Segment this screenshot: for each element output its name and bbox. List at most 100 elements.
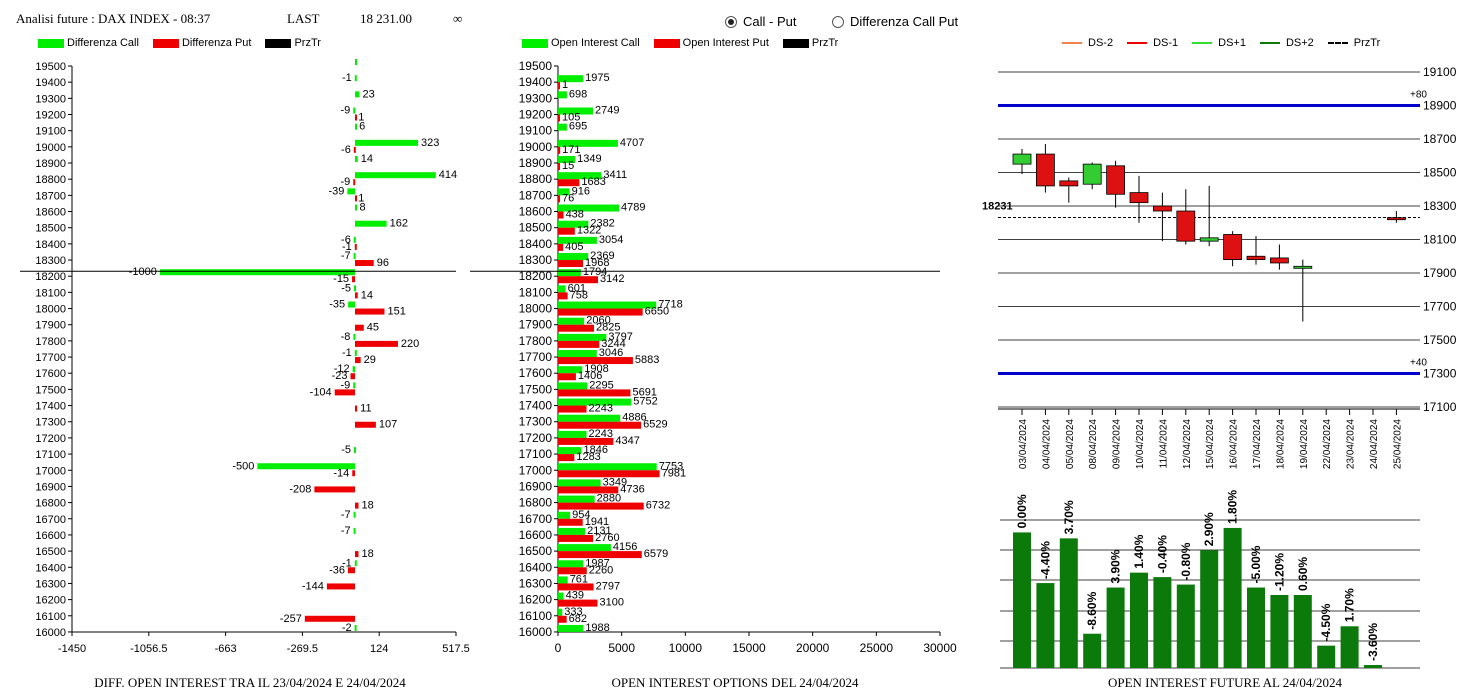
- oi-future-bar: [1270, 594, 1289, 668]
- bar-value-label: 151: [387, 306, 405, 318]
- oi-future-bar: [1293, 594, 1312, 668]
- bar-value-label: 2797: [596, 580, 620, 592]
- bar-value-label: 698: [569, 88, 587, 100]
- y-tick-label: 18900: [1423, 99, 1457, 113]
- call-oi-bar: [558, 382, 588, 390]
- put-oi-bar: [558, 243, 564, 251]
- bar-value-label: 758: [570, 289, 588, 301]
- radio-call-put[interactable]: Call - Put: [725, 14, 796, 29]
- bar-value-label: 1968: [585, 257, 609, 269]
- y-tick-label: 17100: [519, 447, 553, 461]
- x-tick-label: -663: [215, 643, 237, 655]
- put-oi-bar: [558, 389, 631, 397]
- app-title: Analisi future : DAX INDEX - 08:37: [16, 11, 211, 26]
- put-oi-bar: [558, 421, 642, 429]
- bar-value-label: 1988: [585, 622, 609, 634]
- y-tick-label: 16100: [519, 609, 553, 623]
- legend-item: Differenza Put: [152, 37, 251, 49]
- bar-value-label: 1794: [583, 266, 607, 278]
- y-tick-label: 18800: [35, 174, 66, 186]
- put-diff-bar: [334, 389, 355, 396]
- y-tick-label: 18500: [35, 223, 66, 235]
- put-oi-bar: [558, 534, 594, 542]
- bar-value-label: 438: [566, 209, 584, 221]
- y-tick-label: 17300: [35, 417, 66, 429]
- legend-item: DS+1: [1192, 37, 1246, 49]
- bar-value-label: 6650: [645, 306, 669, 318]
- y-tick-label: 18800: [519, 172, 553, 186]
- y-tick-label: 16400: [519, 560, 553, 574]
- put-diff-bar: [347, 567, 355, 574]
- bar-value-label: -6: [341, 234, 351, 246]
- call-diff-bar: [352, 366, 355, 373]
- put-diff-bar: [304, 615, 355, 622]
- oi-future-bar: [1317, 645, 1336, 668]
- bar-value-label: 171: [562, 144, 580, 156]
- call-diff-bar: [159, 269, 355, 276]
- put-oi-bar: [558, 470, 660, 478]
- call-diff-bar: [348, 301, 355, 308]
- y-tick-label: 16700: [35, 514, 66, 526]
- y-tick-label: 17300: [519, 415, 553, 429]
- put-oi-bar: [558, 551, 642, 559]
- x-tick-label: -269.5: [287, 643, 318, 655]
- put-diff-bar: [354, 308, 385, 315]
- call-oi-bar: [558, 236, 597, 244]
- bar-value-label: 3.70%: [1062, 500, 1076, 534]
- bar-value-label: 4347: [615, 435, 639, 447]
- y-tick-label: 19100: [35, 126, 66, 138]
- bar-value-label: 11: [360, 403, 371, 415]
- bar-value-label: 695: [569, 121, 587, 133]
- put-diff-bar: [354, 195, 357, 202]
- oi-future-bar: [1106, 587, 1125, 668]
- bar-value-label: 1941: [585, 516, 609, 528]
- call-diff-bar: [353, 382, 356, 389]
- bar-value-label: 18: [362, 548, 374, 560]
- caption-oi: OPEN INTEREST OPTIONS DEL 24/04/2024: [611, 675, 859, 690]
- put-diff-bar: [314, 486, 355, 493]
- infinity-icon: ∞: [453, 11, 463, 26]
- bar-value-label: 1: [562, 79, 568, 91]
- candle-body: [1059, 180, 1079, 187]
- x-tick-label: 20000: [796, 641, 830, 655]
- x-tick-label: 24/04/2024: [1369, 419, 1380, 469]
- put-oi-bar: [558, 163, 560, 171]
- bar-value-label: 15: [562, 160, 574, 172]
- candle-body: [1270, 257, 1289, 264]
- call-diff-bar: [353, 333, 356, 340]
- oi-future-bar: [1130, 572, 1148, 668]
- x-tick-label: 0: [555, 641, 562, 655]
- bar-value-label: 405: [565, 241, 583, 253]
- y-tick-label: 16800: [519, 496, 553, 510]
- y-tick-label: 19500: [519, 59, 553, 73]
- bar-value-label: 323: [421, 137, 439, 149]
- y-tick-label: 16600: [519, 528, 553, 542]
- y-tick-label: 19200: [35, 110, 66, 122]
- put-oi-bar: [558, 373, 576, 381]
- y-tick-label: 17900: [519, 318, 553, 332]
- y-tick-label: 18500: [1423, 166, 1457, 180]
- legend-item: DS-2: [1062, 37, 1113, 49]
- y-tick-label: 17600: [519, 366, 553, 380]
- y-tick-label: 17100: [35, 449, 66, 461]
- bar-value-label: 1: [358, 192, 364, 204]
- put-oi-bar: [558, 292, 568, 300]
- legend-item: DS+2: [1259, 37, 1314, 49]
- y-tick-label: 17800: [519, 334, 553, 348]
- bar-value-label: 2.90%: [1202, 512, 1216, 546]
- y-tick-label: 18600: [35, 207, 66, 219]
- legend-candles: DS-2 DS-1 DS+1 DS+2 PrzTr: [1062, 37, 1394, 49]
- bar-value-label: 1283: [576, 451, 600, 463]
- bar-value-label: 2382: [590, 218, 614, 230]
- put-diff-bar: [354, 114, 357, 121]
- x-tick-label: 15000: [732, 641, 766, 655]
- bar-value-label: 916: [572, 185, 590, 197]
- bar-value-label: 4156: [613, 541, 637, 553]
- radio-differenza-call-put[interactable]: Differenza Call Put: [832, 14, 958, 29]
- bar-value-label: -8: [341, 331, 351, 343]
- bar-value-label: -1: [342, 72, 352, 84]
- oi-future-bar: [1247, 587, 1265, 668]
- put-oi-bar: [558, 599, 598, 607]
- call-oi-bar: [558, 204, 619, 212]
- x-tick-label: 124: [370, 643, 388, 655]
